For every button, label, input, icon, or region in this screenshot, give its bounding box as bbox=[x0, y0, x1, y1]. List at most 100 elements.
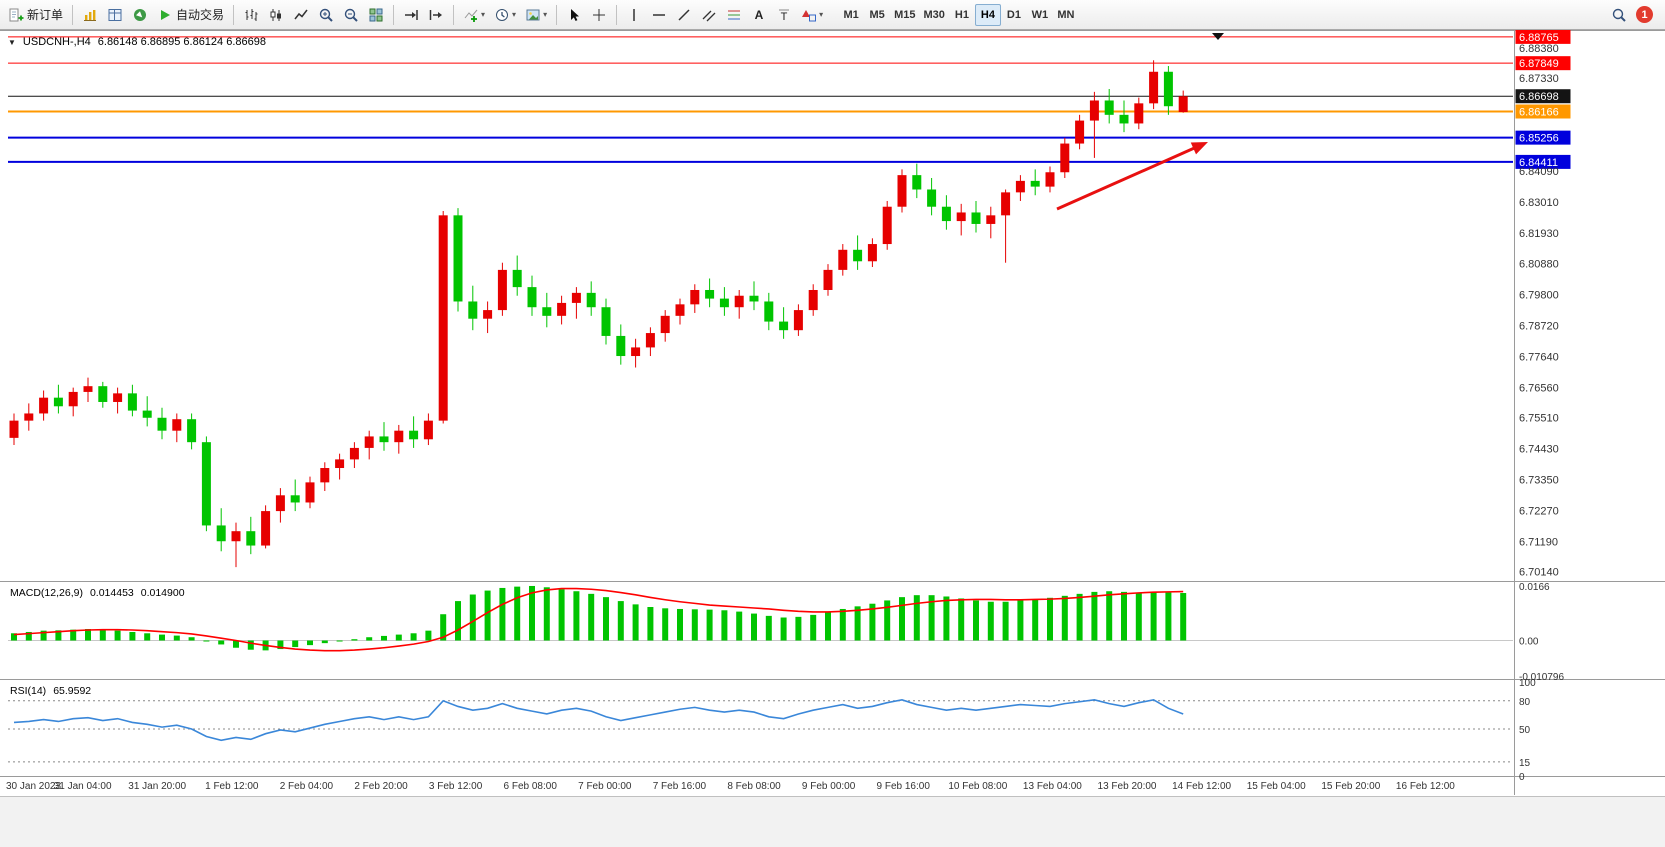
candle-up bbox=[645, 333, 655, 348]
tile-windows-button[interactable] bbox=[364, 3, 388, 27]
price-axis[interactable]: 6.88380 6.87330 6.84090 6.83010 6.81930 6.808… bbox=[1519, 43, 1559, 579]
indicators-button[interactable]: ▾ bbox=[459, 3, 489, 27]
svg-text:6.79800: 6.79800 bbox=[1519, 289, 1559, 301]
macd-bar bbox=[11, 633, 17, 641]
timeframe-mn[interactable]: MN bbox=[1057, 8, 1075, 21]
trendline-tool-button[interactable] bbox=[672, 3, 696, 27]
label-tool-button[interactable]: T bbox=[772, 3, 796, 27]
candles-layer bbox=[9, 60, 1188, 568]
svg-text:6.75510: 6.75510 bbox=[1519, 412, 1559, 424]
macd-bar bbox=[558, 589, 565, 641]
macd-bar bbox=[1180, 593, 1187, 641]
new-order-button[interactable]: 新订单 bbox=[4, 3, 67, 27]
candle-up bbox=[394, 430, 404, 443]
macd-bar bbox=[1032, 599, 1039, 641]
candle-up bbox=[1045, 172, 1055, 187]
horizontal-line-tool-button[interactable] bbox=[647, 3, 671, 27]
market-watch-icon bbox=[108, 8, 122, 21]
price-chart-canvas[interactable]: 6.88765 6.87849 6.86698 6.86166 6.85256 6.844… bbox=[0, 30, 1665, 795]
candle-down bbox=[527, 287, 537, 308]
text-tool-button[interactable]: A bbox=[747, 3, 771, 27]
timeframe-d1[interactable]: D1 bbox=[1006, 8, 1021, 21]
vertical-line-icon bbox=[633, 8, 635, 21]
timeframe-h4[interactable]: H4 bbox=[974, 3, 1001, 26]
timeframe-h1[interactable]: H1 bbox=[954, 8, 969, 21]
svg-text:9 Feb 00:00: 9 Feb 00:00 bbox=[802, 781, 856, 792]
timeframe-m15[interactable]: M15 bbox=[894, 8, 916, 21]
trend-arrow[interactable] bbox=[1056, 142, 1208, 211]
candle-down bbox=[290, 495, 300, 503]
macd-bar bbox=[884, 600, 891, 641]
svg-text:13 Feb 04:00: 13 Feb 04:00 bbox=[1023, 781, 1082, 792]
notification-badge[interactable]: 1 bbox=[1636, 6, 1653, 23]
candle-up bbox=[24, 413, 34, 421]
candle-up bbox=[275, 495, 285, 512]
auto-trading-button[interactable]: 自动交易 bbox=[153, 3, 228, 27]
svg-text:6.83010: 6.83010 bbox=[1519, 197, 1559, 209]
candle-up bbox=[335, 459, 345, 469]
candle-down bbox=[127, 393, 137, 411]
price-line-box bbox=[1515, 104, 1571, 119]
candle-up bbox=[349, 447, 359, 460]
macd-bar bbox=[159, 634, 165, 641]
line-chart-icon bbox=[294, 9, 308, 19]
candle-up bbox=[305, 482, 315, 503]
new-chart-button[interactable] bbox=[78, 3, 102, 27]
candle-down bbox=[616, 335, 626, 357]
svg-text:6.70140: 6.70140 bbox=[1519, 567, 1559, 579]
auto-scroll-button[interactable] bbox=[399, 3, 423, 27]
candle-down bbox=[216, 525, 226, 542]
bar-chart-button[interactable] bbox=[239, 3, 263, 27]
timeframe-m5[interactable]: M5 bbox=[869, 8, 885, 21]
macd-bar bbox=[144, 633, 151, 641]
macd-bar bbox=[987, 601, 994, 641]
timeframe-w1[interactable]: W1 bbox=[1031, 8, 1049, 21]
zoom-out-button[interactable] bbox=[339, 3, 363, 27]
candle-up bbox=[1089, 100, 1099, 121]
candle-up bbox=[882, 206, 892, 245]
macd-bar bbox=[706, 609, 713, 641]
fibonacci-tool-button[interactable] bbox=[722, 3, 746, 27]
macd-bar bbox=[1150, 591, 1157, 641]
price-line-box-text: 6.86166 bbox=[1519, 107, 1559, 119]
macd-bar bbox=[514, 586, 521, 641]
macd-bar bbox=[632, 604, 639, 641]
macd-bar bbox=[218, 640, 225, 645]
cursor-icon bbox=[571, 8, 580, 21]
svg-text:16 Feb 12:00: 16 Feb 12:00 bbox=[1396, 781, 1455, 792]
rsi-line bbox=[13, 699, 1184, 742]
line-chart-button[interactable] bbox=[289, 3, 313, 27]
candle-up bbox=[1134, 103, 1144, 124]
svg-text:6.76560: 6.76560 bbox=[1519, 382, 1559, 394]
timeframe-m30[interactable]: M30 bbox=[923, 8, 945, 21]
vertical-line-tool-button[interactable] bbox=[622, 3, 646, 27]
periods-button[interactable]: ▾ bbox=[490, 3, 520, 27]
macd-bar bbox=[129, 631, 136, 641]
timeframe-m1[interactable]: M1 bbox=[843, 8, 859, 21]
candle-down bbox=[1163, 71, 1173, 107]
top-marker-icon bbox=[1212, 33, 1224, 40]
macd-bar bbox=[1106, 591, 1113, 641]
candle-up bbox=[793, 310, 803, 331]
chevron-down-icon: ▾ bbox=[512, 10, 517, 19]
channel-tool-button[interactable] bbox=[697, 3, 721, 27]
macd-bar bbox=[810, 614, 817, 641]
macd-bar bbox=[499, 587, 506, 641]
templates-button[interactable]: ▾ bbox=[521, 3, 551, 27]
navigator-button[interactable] bbox=[128, 3, 152, 27]
shapes-tool-button[interactable]: ▾ bbox=[797, 3, 827, 27]
new-order-label: 新订单 bbox=[27, 8, 64, 22]
new-chart-icon bbox=[84, 9, 97, 21]
candlestick-chart-button[interactable] bbox=[264, 3, 288, 27]
crosshair-tool-button[interactable] bbox=[587, 3, 611, 27]
zoom-in-button[interactable] bbox=[314, 3, 338, 27]
price-line-box-text: 6.87849 bbox=[1519, 58, 1559, 70]
market-watch-button[interactable] bbox=[103, 3, 127, 27]
macd-bar bbox=[973, 600, 979, 641]
cursor-tool-button[interactable] bbox=[562, 3, 586, 27]
search-button[interactable] bbox=[1607, 3, 1631, 27]
chart-shift-button[interactable] bbox=[424, 3, 448, 27]
candle-up bbox=[571, 292, 581, 303]
